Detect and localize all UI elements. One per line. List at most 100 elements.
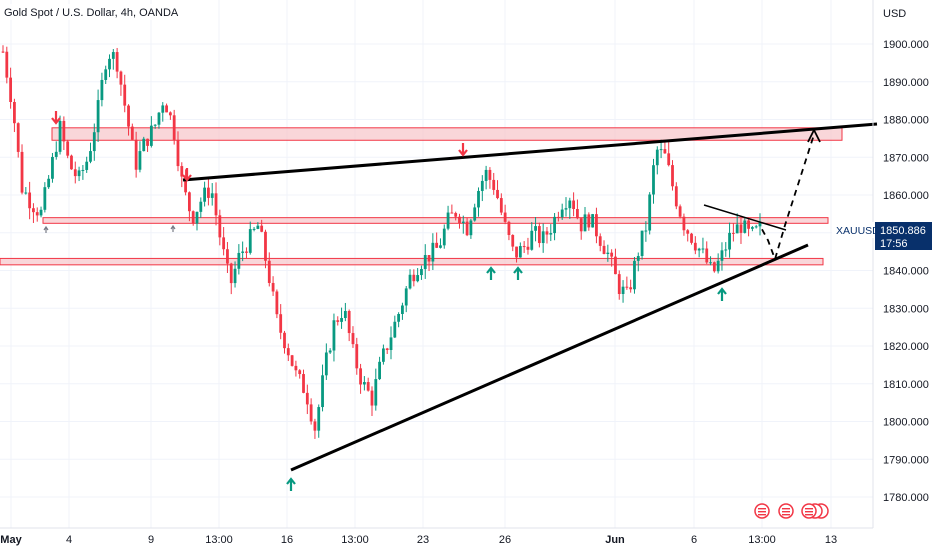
price-tick-label: 1800.000 bbox=[883, 417, 929, 429]
candle-body bbox=[655, 149, 659, 166]
candle-body bbox=[598, 236, 602, 246]
event-icons[interactable] bbox=[754, 503, 829, 519]
candle-body bbox=[370, 390, 374, 406]
candle-body bbox=[39, 209, 43, 216]
candle-body bbox=[138, 151, 142, 170]
candle-body bbox=[115, 52, 119, 72]
price-tick-label: 1880.000 bbox=[883, 115, 929, 127]
candle-body bbox=[484, 169, 488, 181]
candle-body bbox=[435, 242, 439, 248]
candle-body bbox=[28, 192, 32, 209]
candle-body bbox=[51, 156, 54, 179]
price-tick-label: 1890.000 bbox=[883, 77, 929, 89]
candle-body bbox=[73, 169, 77, 177]
candle-body bbox=[408, 274, 412, 289]
candle-body bbox=[168, 112, 172, 116]
candle-body bbox=[351, 333, 355, 345]
candle-body bbox=[294, 365, 298, 371]
candle-body bbox=[16, 123, 20, 152]
time-tick-label: 13 bbox=[825, 534, 837, 546]
us-flag-event-icon[interactable] bbox=[754, 503, 770, 519]
candle-body bbox=[720, 250, 724, 261]
candle-body bbox=[172, 115, 176, 140]
candle-body bbox=[697, 248, 701, 251]
candle-body bbox=[62, 120, 66, 142]
candle-body bbox=[187, 192, 191, 212]
candle-body bbox=[146, 138, 149, 146]
candle-body bbox=[332, 320, 336, 351]
candle-body bbox=[423, 255, 427, 270]
resistance-support-zones bbox=[0, 127, 843, 266]
time-tick-label: 6 bbox=[691, 534, 697, 546]
up-arrow-stroke bbox=[513, 266, 523, 280]
candle-body bbox=[366, 382, 370, 391]
candle-body bbox=[119, 71, 123, 85]
candle-body bbox=[24, 192, 28, 194]
candle-body bbox=[321, 375, 324, 408]
candle-body bbox=[652, 165, 655, 195]
candles bbox=[1, 45, 762, 439]
down-arrow-stroke bbox=[182, 168, 192, 182]
candle-body bbox=[659, 149, 663, 151]
candle-body bbox=[534, 226, 537, 231]
price-tick-label: 1870.000 bbox=[883, 152, 929, 164]
symbol-tag-bg bbox=[832, 222, 875, 238]
small-up-marker bbox=[170, 224, 176, 232]
candle-body bbox=[389, 337, 393, 351]
up-arrow-icon bbox=[513, 266, 523, 280]
candle-body bbox=[226, 249, 229, 264]
candle-body bbox=[149, 125, 153, 146]
candle-body bbox=[442, 228, 446, 246]
candle-body bbox=[473, 207, 477, 221]
up-arrow-stroke bbox=[717, 287, 727, 301]
candle-body bbox=[271, 282, 275, 292]
candle-body bbox=[674, 186, 678, 207]
time-tick-label: 9 bbox=[148, 534, 154, 546]
candle-body bbox=[111, 52, 115, 59]
candle-body bbox=[758, 222, 762, 227]
price-zone bbox=[0, 257, 824, 266]
candle-body bbox=[431, 242, 435, 262]
candle-body bbox=[629, 287, 633, 290]
time-tick-label: 23 bbox=[417, 534, 429, 546]
candle-body bbox=[503, 212, 507, 222]
candle-body bbox=[66, 141, 70, 156]
trendlines bbox=[182, 122, 878, 472]
candle-body bbox=[614, 256, 617, 275]
us-flag-event-icon[interactable] bbox=[801, 503, 817, 519]
candle-body bbox=[469, 220, 473, 236]
candle-body bbox=[153, 124, 157, 126]
candle-body bbox=[176, 139, 180, 167]
candle-body bbox=[374, 379, 378, 406]
candle-body bbox=[130, 126, 134, 140]
candle-body bbox=[663, 149, 667, 154]
down-arrow-icon bbox=[182, 168, 192, 182]
time-axis[interactable]: May 4 9 13:00 16 13:00 23 26 Jun 6 13:00 13 bbox=[0, 534, 837, 546]
candle-body bbox=[735, 224, 739, 234]
down-arrow-stroke bbox=[51, 111, 61, 125]
candle-body bbox=[199, 201, 203, 212]
time-tick-label: 13:00 bbox=[341, 534, 369, 546]
candle-body bbox=[731, 232, 735, 234]
symbol-tag: XAUUSD bbox=[836, 225, 880, 237]
candle-body bbox=[161, 105, 165, 113]
us-flag-event-icon[interactable] bbox=[778, 503, 794, 519]
candle-body bbox=[461, 221, 465, 224]
last-price-label: XAUUSD 1850.886 17:56 bbox=[832, 222, 932, 250]
candle-body bbox=[378, 361, 381, 380]
candle-body bbox=[195, 211, 199, 224]
price-axis-currency: USD bbox=[883, 8, 906, 20]
candle-body bbox=[260, 225, 264, 232]
candle-body bbox=[393, 321, 397, 338]
candle-body bbox=[671, 165, 674, 187]
candle-body bbox=[248, 229, 252, 253]
candle-body bbox=[754, 226, 758, 228]
candle-body bbox=[496, 189, 499, 199]
candle-body bbox=[545, 231, 549, 235]
time-tick-label: 13:00 bbox=[205, 534, 233, 546]
candle-body bbox=[728, 232, 731, 250]
candle-body bbox=[279, 314, 283, 333]
candle-body bbox=[541, 231, 545, 244]
